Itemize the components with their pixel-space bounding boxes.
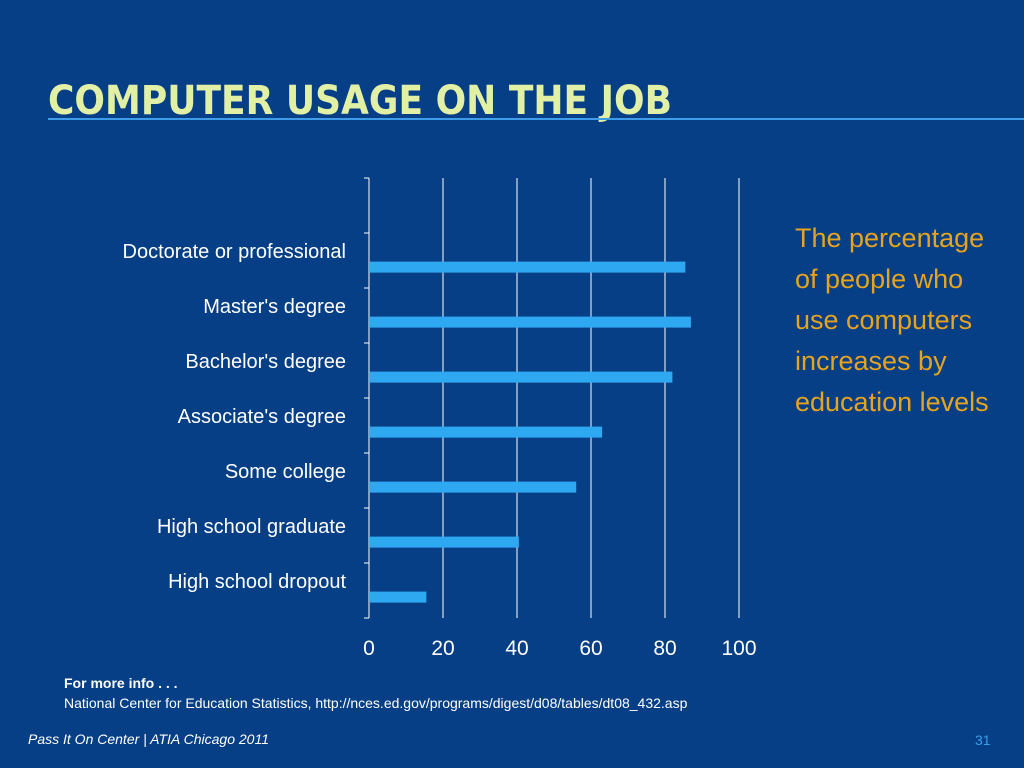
category-label: Doctorate or professional — [123, 241, 346, 263]
category-label: High school graduate — [157, 516, 346, 538]
slide-number: 31 — [975, 732, 991, 748]
bar — [370, 371, 673, 383]
bar — [370, 316, 691, 328]
x-tick-label: 20 — [431, 637, 454, 660]
category-label: Master's degree — [203, 296, 346, 318]
x-tick-label: 80 — [653, 637, 676, 660]
x-tick-label: 40 — [505, 637, 528, 660]
x-tick-label: 60 — [579, 637, 602, 660]
bar — [370, 481, 577, 493]
bar — [370, 536, 519, 548]
bar — [370, 261, 686, 273]
footer-text: Pass It On Center | ATIA Chicago 2011 — [28, 731, 269, 747]
bar — [370, 426, 603, 438]
category-label: Some college — [225, 461, 346, 483]
category-label: High school dropout — [168, 571, 346, 593]
x-tick-label: 0 — [363, 637, 375, 660]
slide-title: COMPUTER USAGE ON THE JOB — [48, 78, 673, 124]
source-citation: National Center for Education Statistics… — [64, 695, 688, 711]
bar — [370, 591, 427, 603]
x-tick-label: 100 — [721, 637, 756, 660]
source-heading: For more info . . . — [64, 675, 178, 691]
category-label: Associate's degree — [178, 406, 346, 428]
category-label: Bachelor's degree — [185, 351, 346, 373]
callout-text: The percentage of people who use compute… — [795, 223, 989, 417]
title-divider — [48, 118, 1024, 120]
